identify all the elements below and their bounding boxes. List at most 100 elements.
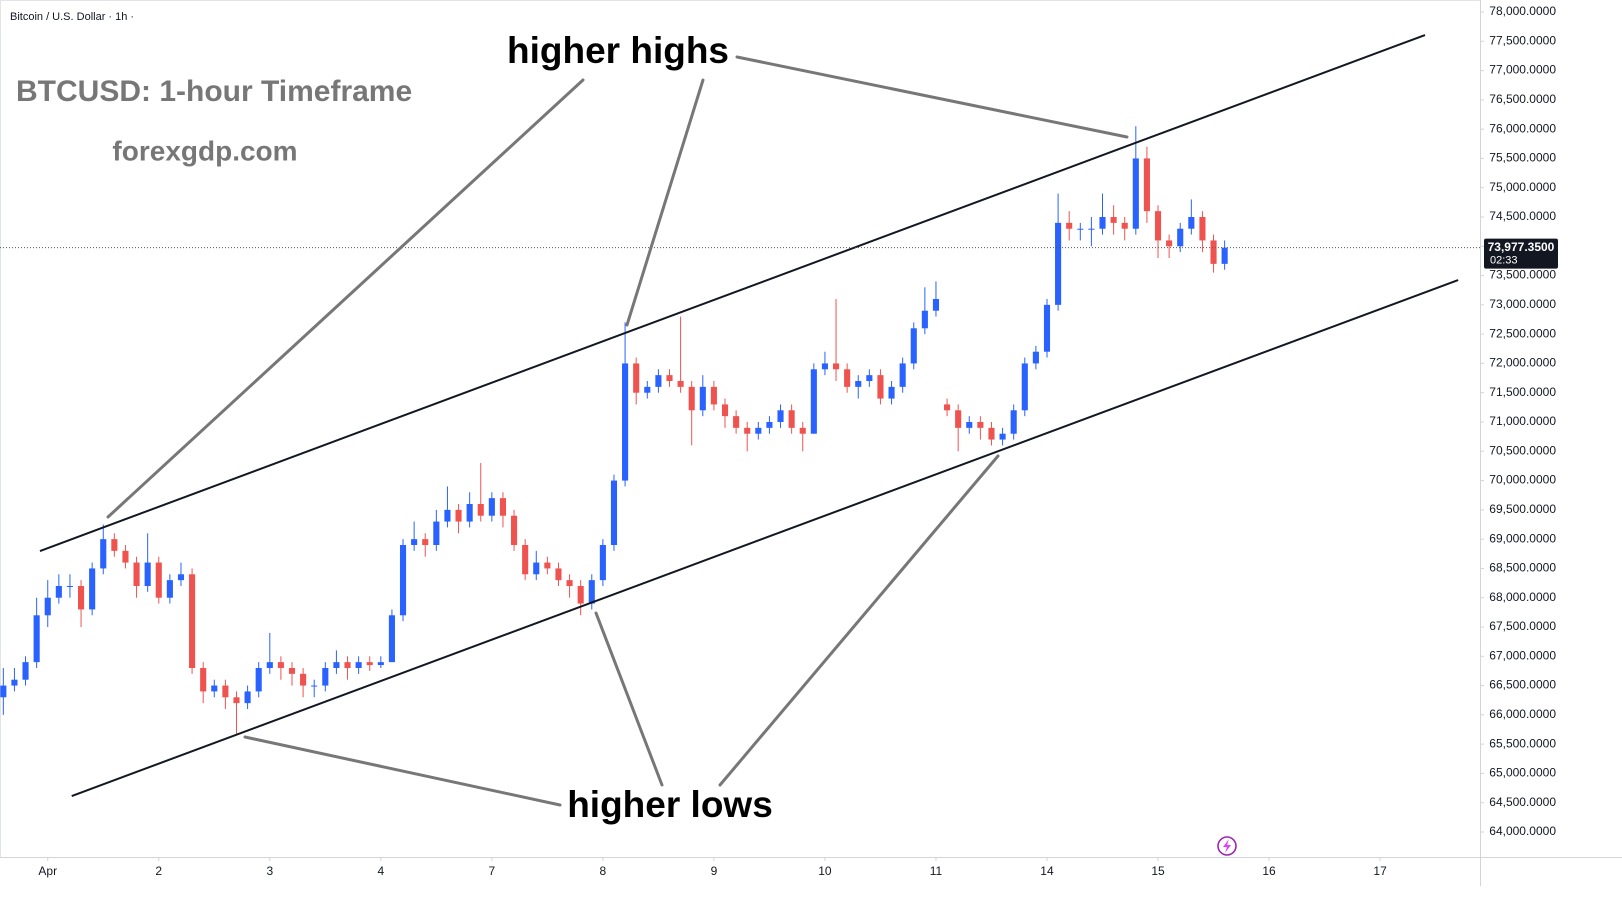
candle-body bbox=[511, 515, 518, 545]
candle-body bbox=[788, 410, 795, 428]
candle-body bbox=[1221, 247, 1228, 264]
candle-body bbox=[133, 562, 140, 586]
pointer bbox=[625, 78, 705, 327]
pointer bbox=[106, 78, 585, 519]
annotation: higher highs bbox=[507, 30, 729, 71]
x-tick-label: 9 bbox=[711, 864, 718, 878]
candle-body bbox=[344, 662, 351, 668]
y-tick-label: 78,000.0000 bbox=[1489, 4, 1556, 18]
pointer bbox=[718, 454, 1000, 787]
candle-body bbox=[211, 685, 218, 692]
candle-body bbox=[1199, 217, 1206, 241]
pointer bbox=[594, 611, 664, 787]
x-tick-label: 14 bbox=[1040, 864, 1054, 878]
candle-body bbox=[766, 421, 773, 428]
symbol-label: Bitcoin / U.S. Dollar · 1h · bbox=[10, 11, 134, 23]
candle-body bbox=[233, 697, 240, 704]
candle-body bbox=[444, 509, 451, 522]
candle-body bbox=[832, 363, 840, 370]
candle-body bbox=[1110, 217, 1117, 223]
candle-body bbox=[1043, 304, 1051, 352]
y-tick-label: 71,000.0000 bbox=[1489, 414, 1556, 428]
candle-body bbox=[677, 380, 684, 387]
chart-title: BTCUSD: 1-hour Timeframe bbox=[16, 75, 412, 108]
replay-icon[interactable] bbox=[1217, 836, 1237, 856]
y-tick-label: 66,000.0000 bbox=[1489, 707, 1556, 721]
candle-body bbox=[22, 662, 29, 680]
candle-body bbox=[988, 427, 995, 440]
x-tick-label: 8 bbox=[600, 864, 607, 878]
candle-body bbox=[44, 597, 51, 616]
candle-body bbox=[411, 539, 418, 545]
annotation-pointers bbox=[106, 55, 1129, 807]
x-tick-label: 7 bbox=[489, 864, 496, 878]
candle-body bbox=[244, 691, 251, 704]
x-tick-label: 2 bbox=[155, 864, 162, 878]
candle-body bbox=[932, 299, 940, 311]
candle-body bbox=[1210, 240, 1217, 264]
candle-body bbox=[777, 410, 784, 422]
candle-body bbox=[610, 480, 618, 545]
y-tick-label: 73,500.0000 bbox=[1489, 268, 1556, 282]
y-tick-label: 65,500.0000 bbox=[1489, 736, 1556, 750]
candle-body bbox=[399, 544, 407, 616]
candle-body bbox=[733, 416, 740, 428]
candle-body bbox=[721, 404, 729, 417]
candle-body bbox=[866, 375, 873, 381]
candle-body bbox=[288, 667, 296, 674]
candle-body bbox=[1121, 222, 1128, 229]
candle-body bbox=[433, 521, 440, 545]
candle-body bbox=[544, 562, 551, 569]
candle-body bbox=[910, 328, 917, 364]
y-tick-label: 69,000.0000 bbox=[1489, 531, 1556, 545]
countdown-label: 02:33 bbox=[1490, 255, 1518, 267]
candle-body bbox=[466, 503, 473, 522]
candle-body bbox=[1177, 228, 1184, 247]
y-tick-label: 76,500.0000 bbox=[1489, 92, 1556, 106]
last-price-box bbox=[1484, 238, 1558, 269]
candle-body bbox=[555, 568, 562, 581]
candle-body bbox=[1132, 158, 1139, 229]
y-tick-label: 72,000.0000 bbox=[1489, 356, 1556, 370]
marks-layer bbox=[0, 34, 1480, 797]
x-tick-label: 3 bbox=[266, 864, 273, 878]
candle-body bbox=[222, 685, 229, 698]
candle-body bbox=[422, 539, 429, 545]
y-tick-label: 67,500.0000 bbox=[1489, 619, 1556, 633]
candle-body bbox=[1143, 158, 1150, 212]
candle-body bbox=[1066, 222, 1073, 229]
candle-body bbox=[1154, 211, 1162, 241]
y-tick-label: 66,500.0000 bbox=[1489, 678, 1556, 692]
candle-body bbox=[355, 662, 362, 668]
candle-body bbox=[266, 662, 273, 668]
x-tick-label: 10 bbox=[818, 864, 832, 878]
candle-body bbox=[1188, 217, 1195, 229]
pointer bbox=[243, 735, 562, 807]
candle-body bbox=[366, 662, 373, 666]
trend-line bbox=[39, 34, 1426, 552]
y-tick-label: 67,000.0000 bbox=[1489, 648, 1556, 662]
candle-body bbox=[966, 421, 973, 428]
candle-body bbox=[1032, 351, 1039, 364]
candle-body bbox=[633, 363, 640, 393]
candle-body bbox=[177, 574, 185, 581]
candle-body bbox=[622, 363, 629, 481]
candle-body bbox=[666, 375, 673, 381]
candle-body bbox=[1099, 217, 1106, 229]
candle-body bbox=[855, 380, 862, 387]
candle-body bbox=[710, 386, 717, 405]
candle-body bbox=[999, 433, 1006, 440]
y-tick-label: 64,500.0000 bbox=[1489, 795, 1556, 809]
candle-body bbox=[955, 410, 962, 428]
candle-body bbox=[499, 498, 507, 516]
candle-body bbox=[200, 667, 207, 692]
y-tick-label: 74,500.0000 bbox=[1489, 209, 1556, 223]
candle-body bbox=[33, 615, 40, 663]
y-tick-label: 73,000.0000 bbox=[1489, 297, 1556, 311]
candle-body bbox=[122, 550, 129, 563]
candle-body bbox=[588, 580, 595, 604]
y-tick-label: 70,000.0000 bbox=[1489, 473, 1556, 487]
candle-body bbox=[0, 685, 7, 698]
